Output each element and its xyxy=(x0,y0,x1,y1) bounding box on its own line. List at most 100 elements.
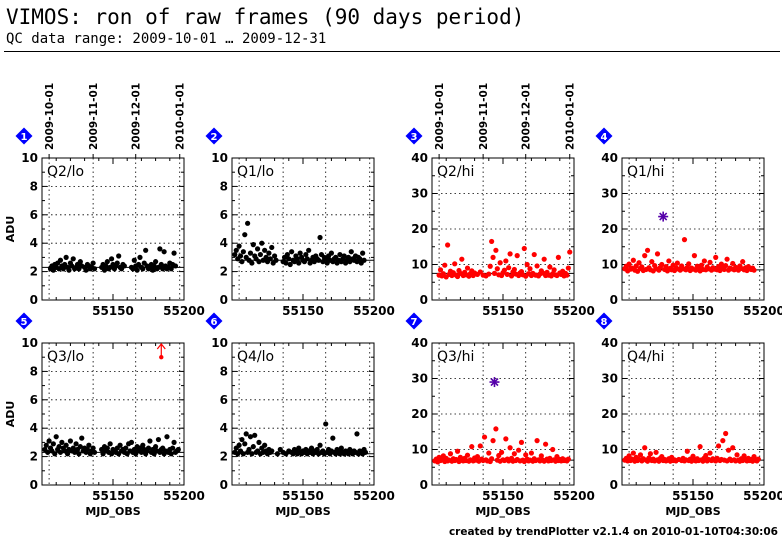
data-point xyxy=(567,249,573,255)
data-point xyxy=(474,454,481,460)
y-tick-label: 20 xyxy=(601,222,618,236)
y-tick-label: 0 xyxy=(610,478,618,492)
y-tick-label: 10 xyxy=(601,443,618,457)
data-point xyxy=(497,260,503,266)
data-point xyxy=(164,434,170,440)
data-point xyxy=(691,253,698,259)
data-point xyxy=(698,262,705,268)
data-point xyxy=(564,272,570,278)
data-point xyxy=(454,448,461,454)
panel-label: Q1/lo xyxy=(237,164,274,180)
data-point xyxy=(77,259,83,265)
y-axis-label: ADU xyxy=(4,401,17,428)
panel-6: 0 2 4 6 8 10 55150 55200 MJD_OBS 6 Q4/lo xyxy=(205,312,395,518)
data-point xyxy=(70,256,76,262)
data-point xyxy=(239,436,245,443)
data-point xyxy=(506,265,512,271)
data-point xyxy=(521,245,527,252)
panel-label: Q1/hi xyxy=(627,164,664,180)
data-point xyxy=(79,435,85,441)
y-tick-label: 40 xyxy=(601,336,618,350)
header-divider xyxy=(4,51,780,52)
x-tick-label: 55150 xyxy=(672,489,714,503)
data-point xyxy=(266,250,272,256)
data-point xyxy=(653,449,659,455)
panel-number: 8 xyxy=(601,317,608,328)
data-point xyxy=(666,258,672,264)
data-point xyxy=(263,254,269,260)
panel-label: Q3/lo xyxy=(47,349,84,365)
panel-number: 6 xyxy=(211,317,218,328)
data-point xyxy=(134,267,140,273)
date-label: 2009-11-01 xyxy=(88,83,100,150)
data-point xyxy=(637,452,644,458)
data-point xyxy=(66,267,72,273)
data-point xyxy=(464,452,471,458)
data-point xyxy=(707,259,713,265)
data-point xyxy=(59,439,65,445)
data-point xyxy=(503,258,509,264)
data-point xyxy=(337,251,343,258)
data-point xyxy=(547,264,553,270)
data-point xyxy=(171,439,177,445)
data-point xyxy=(123,445,129,451)
data-point xyxy=(690,453,696,459)
panel-badge-icon xyxy=(205,127,223,145)
data-point xyxy=(259,240,265,246)
data-point xyxy=(511,266,517,273)
panel-2: 0 2 4 6 8 10 55150 55200 2 Q1/lo xyxy=(205,127,395,318)
data-point xyxy=(487,263,493,269)
y-tick-label: 6 xyxy=(220,208,228,222)
y-tick-label: 10 xyxy=(411,443,428,457)
data-point xyxy=(153,259,159,265)
data-point xyxy=(734,452,740,458)
x-tick-label: 55150 xyxy=(92,304,134,318)
data-point xyxy=(246,446,252,453)
data-point xyxy=(269,244,275,251)
data-point xyxy=(153,444,159,450)
data-point xyxy=(91,449,98,455)
panel-label: Q4/lo xyxy=(237,349,274,365)
y-tick-label: 2 xyxy=(220,265,228,279)
data-point xyxy=(740,259,746,265)
x-tick-label: 55150 xyxy=(482,489,524,503)
data-point xyxy=(45,449,51,455)
x-axis-label: MJD_OBS xyxy=(475,505,530,518)
y-tick-label: 10 xyxy=(21,336,38,350)
y-tick-label: 0 xyxy=(30,478,38,492)
data-point xyxy=(90,260,96,266)
data-point xyxy=(104,259,110,265)
data-point xyxy=(262,247,268,253)
y-tick-label: 4 xyxy=(220,421,228,435)
y-tick-label: 20 xyxy=(411,407,428,421)
data-point xyxy=(108,256,115,262)
x-tick-label: 55150 xyxy=(672,304,714,318)
panel-8: 0 10 20 30 40 55150 55200 MJD_OBS 8 Q4/hi xyxy=(595,312,782,518)
data-point xyxy=(232,251,238,258)
data-point xyxy=(723,262,729,269)
data-point xyxy=(551,267,557,273)
data-point xyxy=(538,453,544,459)
data-point xyxy=(316,257,322,263)
data-point xyxy=(490,254,496,260)
data-point xyxy=(626,261,632,267)
y-tick-label: 20 xyxy=(411,222,428,236)
data-point xyxy=(50,441,56,447)
data-point xyxy=(254,246,261,252)
data-point xyxy=(242,441,248,447)
data-point xyxy=(555,254,561,260)
data-point xyxy=(469,444,475,450)
x-tick-label: 55200 xyxy=(353,304,395,318)
y-tick-label: 0 xyxy=(420,293,428,307)
y-tick-label: 6 xyxy=(30,393,38,407)
arrow-base xyxy=(159,355,164,360)
panel-badge-icon xyxy=(405,312,423,330)
data-point xyxy=(345,254,352,260)
y-tick-label: 4 xyxy=(30,421,38,435)
panel-badge-icon xyxy=(595,127,613,145)
data-point xyxy=(240,249,246,255)
panel-badge-icon xyxy=(205,312,223,330)
x-tick-label: 55150 xyxy=(92,489,134,503)
data-point xyxy=(636,260,642,266)
